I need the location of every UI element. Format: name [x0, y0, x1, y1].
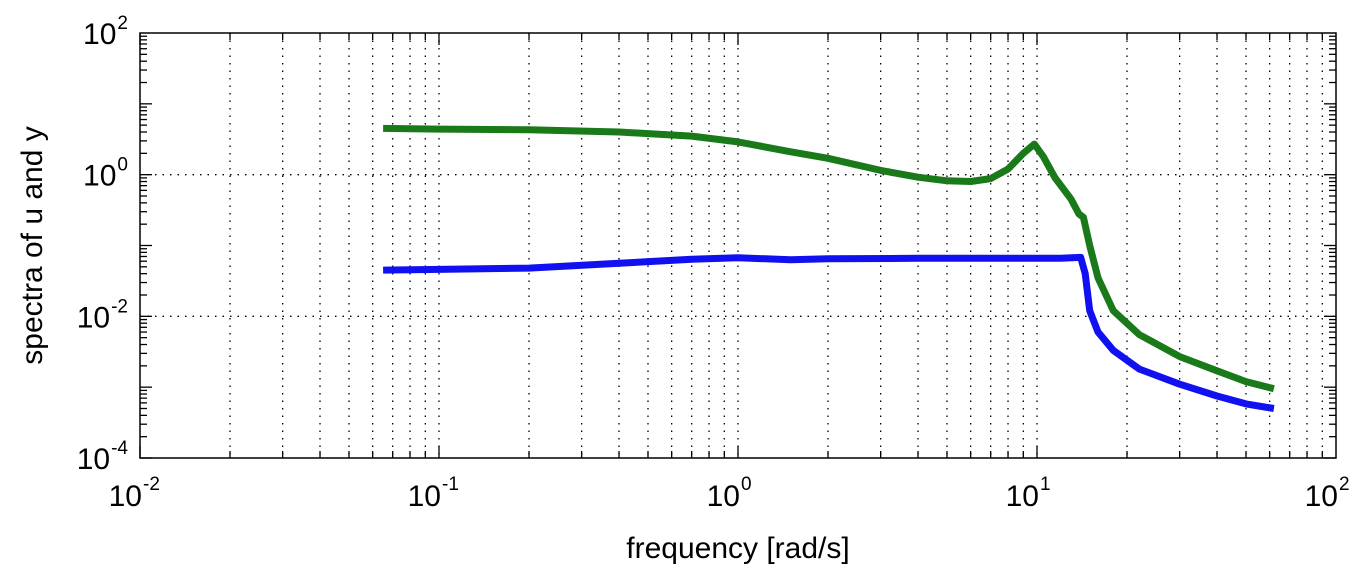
x-tick-base: 10 [707, 480, 740, 513]
y-tick-label-1: -210 [77, 296, 128, 334]
x-tick-label-4: 10 2 [1305, 474, 1350, 513]
y-axis-label: spectra of u and y [16, 126, 49, 364]
series-line-1 [383, 124, 1275, 393]
y-tick-exponent: -4 [111, 438, 128, 459]
x-tick-base: 10 [1305, 480, 1338, 513]
x-tick-label-0: 10 -2 [109, 474, 160, 513]
x-tick-label-1: 10 -1 [408, 474, 459, 513]
y-tick-label-3: 210 [83, 13, 128, 51]
y-tick-base: 10 [77, 443, 110, 476]
x-tick-label-3: 10 1 [1006, 474, 1051, 513]
x-tick-exponent: -1 [442, 474, 459, 495]
x-tick-exponent: -2 [143, 474, 160, 495]
frame-layer [139, 32, 1337, 459]
x-tick-exponent: 2 [1339, 474, 1350, 495]
x-tick-base: 10 [1006, 480, 1039, 513]
y-tick-label-0: -410 [77, 438, 129, 476]
x-tick-base: 10 [109, 480, 142, 513]
y-tick-exponent: 2 [117, 13, 128, 34]
y-tick-exponent: -2 [111, 296, 128, 317]
x-tick-exponent: 1 [1040, 474, 1051, 495]
y-tick-base: 10 [77, 301, 110, 334]
x-tick-base: 10 [408, 480, 441, 513]
y-tick-exponent: 0 [117, 155, 128, 176]
x-axis-label: frequency [rad/s] [626, 532, 849, 565]
y-tick-base: 10 [83, 18, 116, 51]
y-tick-label-2: 010 [83, 155, 128, 193]
x-tick-exponent: 0 [741, 474, 752, 495]
series-layer [383, 124, 1275, 412]
x-tick-label-2: 10 0 [707, 474, 752, 513]
grid-layer [140, 33, 1336, 458]
series-line-2 [383, 253, 1275, 412]
y-tick-base: 10 [83, 160, 116, 193]
